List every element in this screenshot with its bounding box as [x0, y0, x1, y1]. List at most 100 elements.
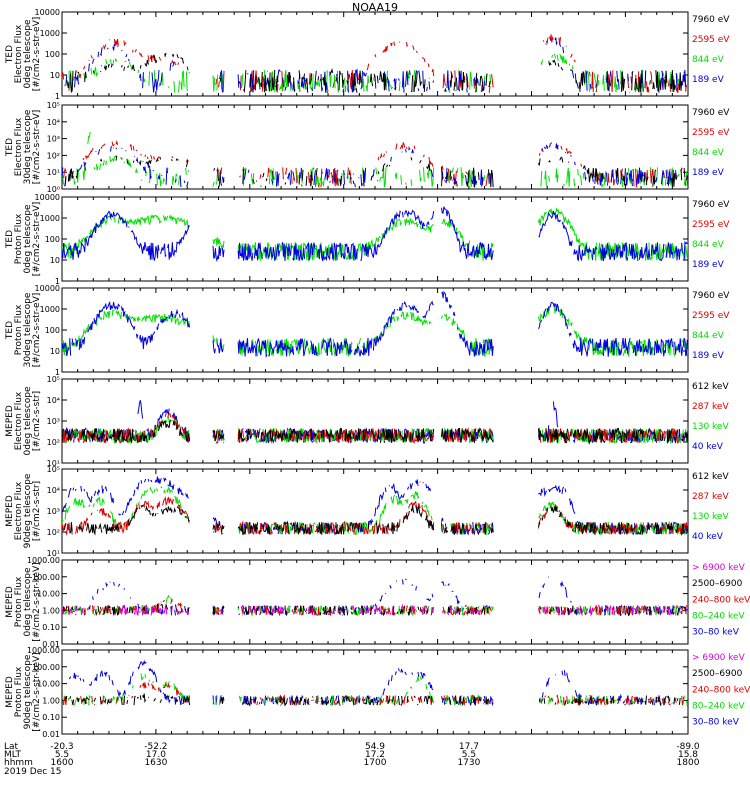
legend-entry: 240–800 keV: [692, 685, 750, 695]
y-tick-label: 1000: [40, 214, 60, 223]
series-group: [62, 34, 688, 93]
footer-row-label: MLT: [4, 750, 22, 760]
y-axis-label-line: Electron Flux: [14, 24, 24, 83]
legend-entry: > 6900 keV: [692, 563, 746, 573]
series-group: [62, 206, 688, 263]
y-axis-label-line: [#/cm2-s-str-keV]: [32, 562, 42, 641]
y-axis-label-line: 90deg telescope: [23, 654, 33, 729]
y-axis-label-line: MEPED: [5, 495, 15, 527]
series-line: [62, 496, 688, 536]
series-line: [63, 504, 688, 536]
series-group: [62, 577, 688, 615]
footer-mlt: 5.5: [55, 750, 69, 760]
y-tick-label: 10.00: [37, 590, 60, 599]
legend-entry: 30–80 keV: [692, 718, 740, 728]
y-axis-label-line: [#/cm2-s-str-keV]: [32, 652, 42, 731]
y-tick-label: 10¹: [47, 459, 60, 468]
panel-mepeg-e-0: 10¹ 10² 10³ 10⁴ 10⁵ MEPEDElectron Flux0deg te…: [5, 375, 729, 468]
footer-hhmm: 1800: [677, 758, 700, 768]
y-axis-label-line: [#/cm2-s-str-eV]: [32, 293, 42, 368]
legend-entry: 287 keV: [692, 402, 729, 412]
y-tick-label: 10: [50, 71, 60, 80]
y-tick-label: 0.01: [42, 730, 60, 739]
legend-entry: 80–240 keV: [692, 611, 745, 621]
y-axis-label-line: 0deg telescope: [23, 386, 33, 456]
series-line: [62, 413, 686, 443]
y-tick-label: 0.01: [42, 640, 60, 649]
y-tick-label: 1: [55, 368, 60, 377]
y-tick-label: 1.00: [42, 696, 60, 705]
series-group: [63, 661, 688, 705]
series-line: [64, 155, 688, 189]
legend-entry: 40 keV: [692, 442, 724, 452]
y-tick-label: 1000: [40, 29, 60, 38]
y-axis-label-line: [#/cm2-s-str-eV]: [32, 110, 42, 185]
y-axis-label-line: TED: [5, 138, 15, 157]
panel-frame: [61, 649, 689, 735]
footer-row-label: hhmm: [4, 758, 33, 768]
y-axis-label-line: 30deg telescope: [23, 292, 33, 367]
footer-lat: -89.0: [676, 742, 700, 752]
y-tick-label: 1000: [40, 305, 60, 314]
y-axis-label: MEPEDElectron Flux0deg telescope[#/cm2-s…: [5, 386, 42, 456]
y-tick-label: 10.00: [37, 680, 60, 689]
y-tick-label: 10000: [35, 8, 60, 17]
footer-mlt: 17.2: [365, 750, 385, 760]
y-axis-label-line: Electron Flux: [14, 117, 24, 176]
y-tick-label: 10: [50, 256, 60, 265]
y-tick-label: 1: [55, 277, 60, 286]
series-group: [62, 291, 688, 359]
legend-entry: 7960 eV: [692, 108, 730, 118]
legend-entry: 189 eV: [692, 260, 725, 270]
footer-hhmm: 1630: [144, 758, 167, 768]
y-axis-label-line: Proton Flux: [14, 213, 24, 264]
panel-mepeg-p-90: 0.010.101.0010.00100.001000.00MEPEDProto…: [5, 646, 750, 739]
legend-entry: > 6900 keV: [692, 653, 746, 663]
panel-frame: [61, 378, 689, 464]
y-axis-label-line: MEPED: [5, 676, 15, 708]
y-tick-label: 0.10: [42, 713, 60, 722]
y-tick-label: 100.00: [32, 573, 60, 582]
y-axis-label-line: Proton Flux: [14, 576, 24, 627]
legend-entry: 2595 eV: [692, 128, 730, 138]
y-tick-label: 10¹: [47, 549, 60, 558]
y-axis-label-line: Electron Flux: [14, 481, 24, 540]
series-line: [62, 206, 688, 263]
panel-frame: [61, 196, 689, 282]
y-axis-label: TEDElectron Flux30deg telescope[#/cm2-s-…: [5, 109, 42, 184]
y-axis-label-line: 0deg telescope: [23, 567, 33, 637]
y-tick-label: 10⁴: [47, 396, 60, 405]
footer-date: 2019 Dec 15: [4, 767, 62, 777]
y-tick-label: 10¹: [47, 168, 60, 177]
y-axis-label-line: 0deg telescope: [23, 19, 33, 89]
y-tick-label: 1000.00: [27, 646, 60, 655]
legend-entry: 130 keV: [692, 512, 729, 522]
legend-entry: 2500–6900: [692, 669, 743, 679]
legend-entry: 612 keV: [692, 382, 729, 392]
y-axis-label-line: Proton Flux: [14, 304, 24, 355]
legend-entry: 240–800 keV: [692, 595, 750, 605]
legend-entry: 2500–6900: [692, 579, 743, 589]
legend-entry: 40 keV: [692, 532, 724, 542]
y-axis-label-line: TED: [5, 230, 15, 249]
y-tick-label: 10000: [35, 284, 60, 293]
legend-entry: 844 eV: [692, 331, 725, 341]
y-tick-label: 10⁴: [47, 118, 60, 127]
series-group: [62, 132, 687, 187]
panel-mepeg-e-90: 10¹ 10² 10³ 10⁴ 10⁵ MEPEDElectron Flux90deg t…: [5, 465, 729, 558]
y-axis-label-line: [#/cm2-s-str]: [32, 391, 42, 451]
y-tick-label: 10³: [47, 507, 60, 516]
y-axis-label-line: 0deg telescope: [23, 204, 33, 274]
chart-title: NOAA19: [351, 1, 399, 14]
legend-entry: 30–80 keV: [692, 628, 740, 638]
legend-entry: 7960 eV: [692, 291, 730, 301]
legend-entry: 612 keV: [692, 472, 729, 482]
panel-ted-e-30: 10⁰ 10¹ 10² 10³ 10⁴ 10⁵ TEDElectron Flux30deg …: [5, 101, 730, 194]
y-axis-label-line: 90deg telescope: [23, 473, 33, 548]
series-line: [62, 420, 688, 445]
legend-entry: 189 eV: [692, 351, 725, 361]
